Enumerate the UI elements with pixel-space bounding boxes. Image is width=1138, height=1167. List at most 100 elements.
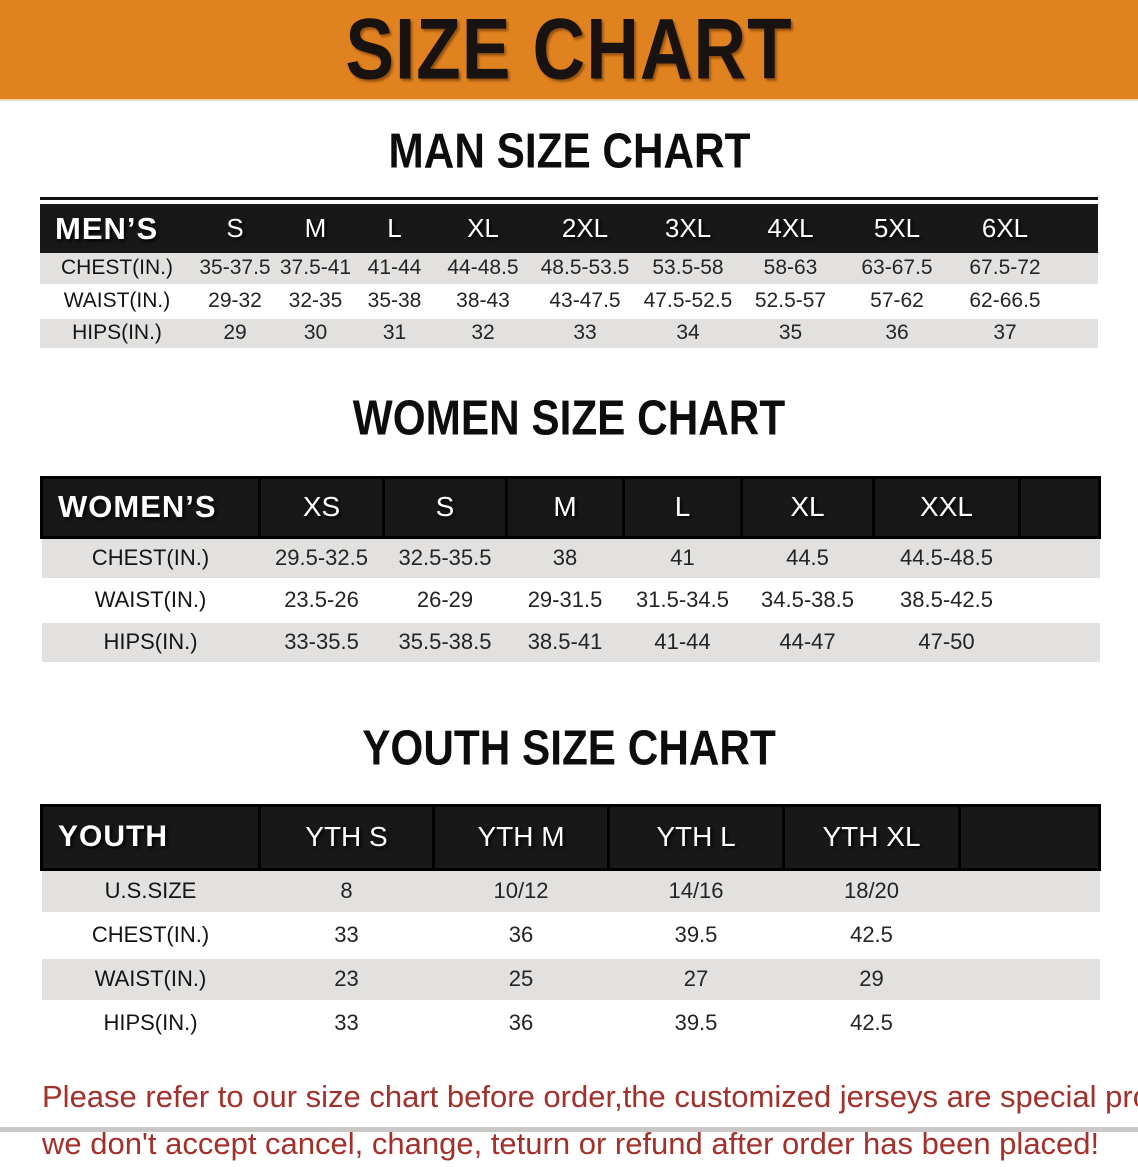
men-row-chest-in: CHEST(IN.) 35-37.5 37.5-41 41-44 44-48.5 48.5…: [40, 253, 1098, 287]
women-row-chest-in: CHEST(IN.) 29.5-32.5 32.5-35.5 38 41 44.5 44.5…: [41, 537, 1100, 581]
women-section-heading: WOMEN SIZE CHART: [0, 388, 1138, 456]
women-value-cell: 38.5-41: [506, 621, 624, 665]
men-row-filler: [1059, 253, 1098, 287]
youth-header-row: YOUTH YTH S YTH M YTH L YTH XL: [40, 803, 1101, 871]
men-size-column-2: M: [276, 204, 355, 253]
youth-row-filler: [959, 1001, 1100, 1047]
women-size-table: WOMEN’S XS S M L XL XXL CHEST(IN.) 29.5-32.5 32.…: [40, 475, 1101, 665]
men-header-filler: [1059, 204, 1098, 253]
youth-value-cell: 42.5: [783, 1001, 960, 1047]
men-value-cell: 38-43: [434, 285, 532, 319]
women-row-label: WAIST(IN.): [41, 579, 260, 623]
youth-size-column-4: YTH XL: [782, 803, 961, 871]
youth-row-u-s-size: U.S.SIZE 8 10/12 14/16 18/20: [41, 869, 1100, 915]
men-row-label: CHEST(IN.): [40, 253, 194, 287]
men-value-cell: 35: [738, 317, 843, 351]
men-value-cell: 36: [843, 317, 951, 351]
youth-value-cell: 29: [783, 957, 960, 1003]
youth-row-label: CHEST(IN.): [41, 913, 260, 959]
women-value-cell: 23.5-26: [259, 579, 384, 623]
men-value-cell: 67.5-72: [951, 253, 1059, 287]
men-row-label: WAIST(IN.): [40, 285, 194, 319]
youth-row-label: WAIST(IN.): [41, 957, 260, 1003]
men-size-column-9: 6XL: [951, 204, 1059, 253]
youth-value-cell: 36: [433, 1001, 609, 1047]
women-value-cell: 38.5-42.5: [873, 579, 1020, 623]
men-value-cell: 33: [532, 317, 638, 351]
youth-header-filler: [958, 803, 1101, 871]
men-value-cell: 53.5-58: [638, 253, 738, 287]
women-row-filler: [1019, 621, 1100, 665]
size-chart-banner: SIZE CHART: [0, 0, 1138, 101]
women-row-hips-in: HIPS(IN.) 33-35.5 35.5-38.5 38.5-41 41-44 44-…: [41, 621, 1100, 665]
men-value-cell: 58-63: [738, 253, 843, 287]
men-value-cell: 57-62: [843, 285, 951, 319]
youth-value-cell: 8: [259, 869, 434, 915]
youth-size-column-1: YTH S: [258, 803, 435, 871]
men-value-cell: 37: [951, 317, 1059, 351]
men-value-cell: 29: [194, 317, 276, 351]
men-value-cell: 34: [638, 317, 738, 351]
youth-section-heading: YOUTH SIZE CHART: [0, 719, 1138, 786]
banner-title: SIZE CHART: [345, 1, 793, 98]
order-disclaimer: Please refer to our size chart before or…: [42, 1073, 1138, 1167]
man-section-heading-text: MAN SIZE CHART: [388, 122, 750, 179]
women-value-cell: 31.5-34.5: [623, 579, 742, 623]
women-value-cell: 44.5-48.5: [873, 537, 1020, 581]
youth-row-filler: [959, 957, 1100, 1003]
women-value-cell: 44.5: [741, 537, 874, 581]
women-section-heading-text: WOMEN SIZE CHART: [352, 388, 786, 445]
women-size-column-6: XXL: [872, 475, 1021, 539]
men-row-hips-in: HIPS(IN.) 29 30 31 32 33 34 35 36 37: [40, 317, 1098, 351]
men-size-column-5: 2XL: [532, 204, 638, 253]
men-value-cell: 48.5-53.5: [532, 253, 638, 287]
youth-row-label: U.S.SIZE: [41, 869, 260, 915]
men-size-column-1: S: [194, 204, 276, 253]
women-value-cell: 47-50: [873, 621, 1020, 665]
men-value-cell: 41-44: [355, 253, 434, 287]
youth-value-cell: 33: [259, 913, 434, 959]
women-value-cell: 41: [623, 537, 742, 581]
men-size-column-7: 4XL: [738, 204, 843, 253]
men-header-row: MEN’S S M L XL 2XL 3XL 4XL 5XL 6XL: [40, 204, 1098, 253]
women-value-cell: 26-29: [383, 579, 507, 623]
men-value-cell: 63-67.5: [843, 253, 951, 287]
women-header-filler: [1018, 475, 1101, 539]
youth-value-cell: 27: [608, 957, 784, 1003]
women-size-column-4: L: [622, 475, 743, 539]
youth-row-waist-in: WAIST(IN.) 23 25 27 29: [41, 957, 1100, 1003]
women-size-column-2: S: [382, 475, 508, 539]
women-row-filler: [1019, 537, 1100, 581]
women-value-cell: 34.5-38.5: [741, 579, 874, 623]
men-corner-label: MEN’S: [40, 204, 194, 253]
men-value-cell: 35-38: [355, 285, 434, 319]
men-size-column-6: 3XL: [638, 204, 738, 253]
youth-size-table: YOUTH YTH S YTH M YTH L YTH XL U.S.SIZE 8 10/1…: [40, 803, 1101, 1047]
men-size-column-4: XL: [434, 204, 532, 253]
youth-value-cell: 18/20: [783, 869, 960, 915]
youth-row-hips-in: HIPS(IN.) 33 36 39.5 42.5: [41, 1001, 1100, 1047]
youth-value-cell: 39.5: [608, 1001, 784, 1047]
women-value-cell: 44-47: [741, 621, 874, 665]
men-row-waist-in: WAIST(IN.) 29-32 32-35 35-38 38-43 43-47.5 47.…: [40, 285, 1098, 319]
men-value-cell: 52.5-57: [738, 285, 843, 319]
women-value-cell: 33-35.5: [259, 621, 384, 665]
men-value-cell: 37.5-41: [276, 253, 355, 287]
men-value-cell: 43-47.5: [532, 285, 638, 319]
women-size-column-3: M: [505, 475, 625, 539]
women-value-cell: 29-31.5: [506, 579, 624, 623]
men-value-cell: 29-32: [194, 285, 276, 319]
youth-value-cell: 23: [259, 957, 434, 1003]
men-size-column-8: 5XL: [843, 204, 951, 253]
youth-value-cell: 14/16: [608, 869, 784, 915]
men-value-cell: 35-37.5: [194, 253, 276, 287]
men-value-cell: 32-35: [276, 285, 355, 319]
men-value-cell: 31: [355, 317, 434, 351]
bottom-edge-strip: [0, 1127, 1138, 1132]
women-value-cell: 38: [506, 537, 624, 581]
women-corner-label: WOMEN’S: [40, 475, 261, 539]
men-value-cell: 47.5-52.5: [638, 285, 738, 319]
youth-row-chest-in: CHEST(IN.) 33 36 39.5 42.5: [41, 913, 1100, 959]
women-row-label: HIPS(IN.): [41, 621, 260, 665]
men-value-cell: 30: [276, 317, 355, 351]
